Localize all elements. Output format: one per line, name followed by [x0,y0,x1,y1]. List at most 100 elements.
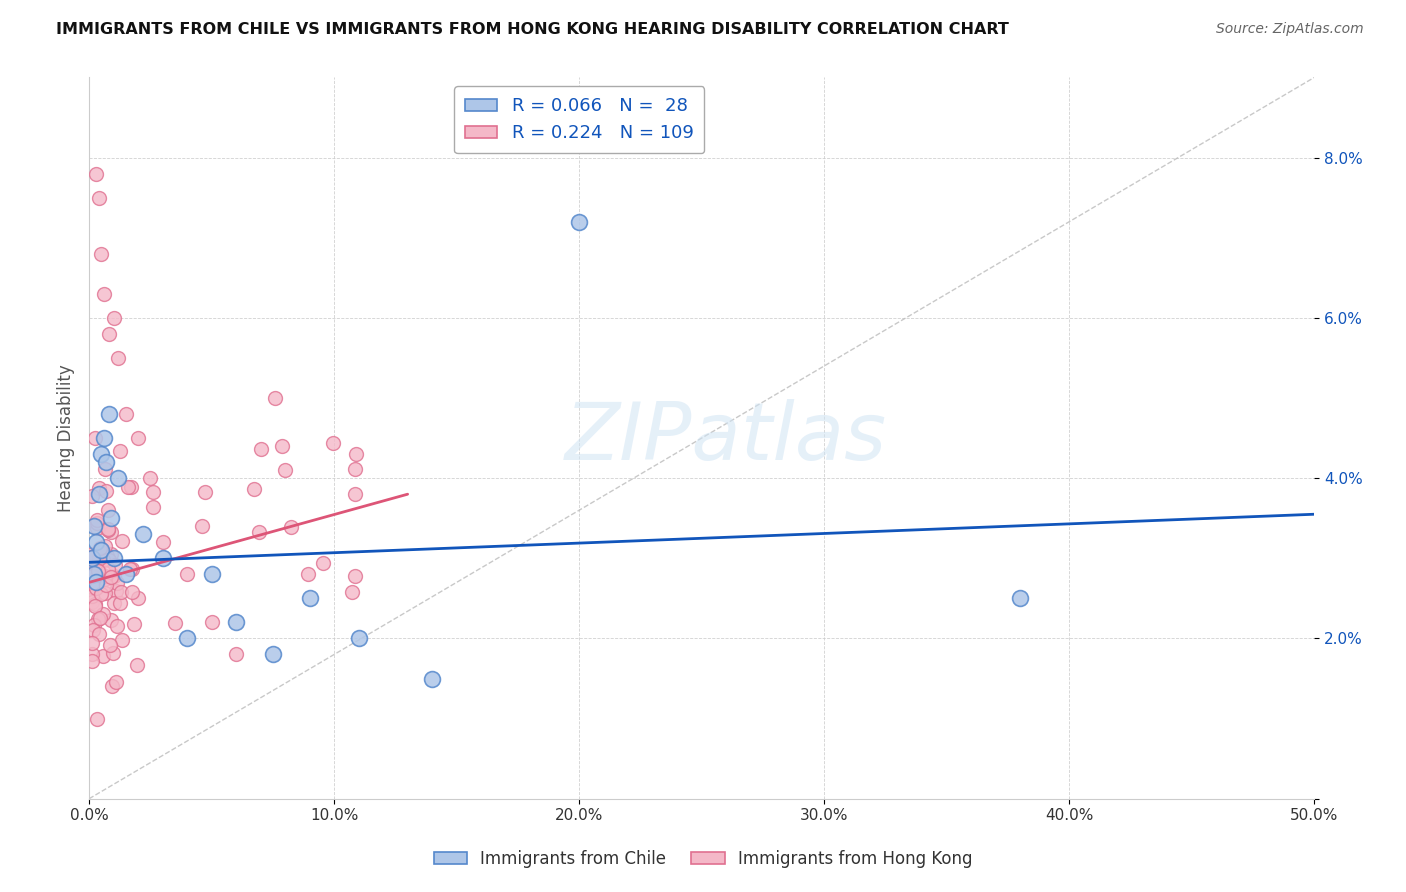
Point [90,586,112,600]
Point [93,539,115,553]
Point [80,551,103,566]
Point [86,521,108,535]
Point [107,351,129,365]
Point [250,442,273,457]
Point [93,585,115,599]
Point [127,431,149,445]
Point [94,578,117,592]
Point [111,632,134,647]
Point [104,675,127,690]
Point [132,527,155,541]
Point [568,215,591,229]
Point [97,503,120,517]
Point [100,525,122,540]
Point [110,596,132,610]
Point [80,567,103,582]
Point [96,549,118,563]
Point [344,447,367,461]
Point [94,484,117,499]
Point [83,519,105,533]
Point [142,500,165,514]
Point [97,326,120,341]
Point [80,654,103,668]
Point [114,407,136,421]
Point [100,570,122,584]
Legend: Immigrants from Chile, Immigrants from Hong Kong: Immigrants from Chile, Immigrants from H… [427,844,979,875]
Point [312,557,335,571]
Point [83,618,105,632]
Point [225,648,247,662]
Point [82,623,104,637]
Point [93,649,115,664]
Point [107,576,129,591]
Point [97,407,120,421]
Point [90,544,112,558]
Point [103,596,125,610]
Point [93,431,115,445]
Point [80,590,103,604]
Point [83,567,105,582]
Point [84,581,107,595]
Point [117,480,139,494]
Point [340,585,363,599]
Point [176,632,198,646]
Point [243,483,266,497]
Point [103,646,125,660]
Point [190,519,212,533]
Point [125,658,148,673]
Point [274,463,297,477]
Point [152,535,174,549]
Point [93,569,115,583]
Point [104,558,127,572]
Point [86,712,108,726]
Point [84,599,107,614]
Point [86,612,108,626]
Point [82,569,104,583]
Point [89,611,111,625]
Point [86,575,108,590]
Point [110,534,132,549]
Point [420,672,443,686]
Point [87,481,110,495]
Legend: R = 0.066   N =  28, R = 0.224   N = 109: R = 0.066 N = 28, R = 0.224 N = 109 [454,87,704,153]
Point [280,519,302,533]
Point [322,436,344,450]
Point [87,487,110,501]
Point [225,615,247,630]
Point [343,569,366,583]
Point [98,638,121,652]
Point [87,564,110,578]
Point [247,524,270,539]
Point [86,564,108,578]
Point [262,648,284,662]
Point [80,595,103,609]
Point [1010,591,1032,606]
Point [152,551,174,566]
Point [343,487,366,501]
Point [142,484,165,499]
Point [90,543,112,558]
Point [94,572,117,586]
Point [108,444,131,458]
Point [80,647,103,661]
Point [193,485,215,500]
Point [90,447,112,461]
Point [297,567,319,582]
Point [97,552,120,566]
Point [84,431,107,445]
Text: ZIPatlas: ZIPatlas [565,399,887,477]
Y-axis label: Hearing Disability: Hearing Disability [58,364,75,512]
Point [97,522,120,536]
Point [127,591,149,605]
Point [110,585,132,599]
Point [103,551,125,566]
Point [86,513,108,527]
Text: Source: ZipAtlas.com: Source: ZipAtlas.com [1216,22,1364,37]
Point [94,461,117,475]
Point [91,553,114,567]
Point [96,455,118,469]
Point [139,471,162,485]
Point [100,511,122,525]
Point [122,616,145,631]
Point [176,567,198,582]
